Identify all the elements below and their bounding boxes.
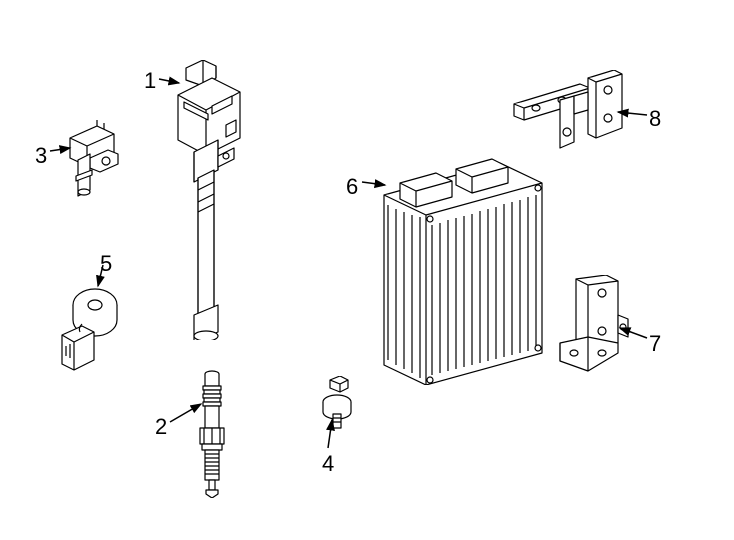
callout-1: 1 — [144, 68, 156, 94]
callout-4: 4 — [322, 451, 334, 477]
parts-diagram-stage: 1 2 3 4 5 6 7 8 — [0, 0, 734, 540]
knock-sensor-small — [318, 376, 356, 431]
ignition-coil — [168, 60, 248, 340]
callout-5: 5 — [100, 251, 112, 277]
callout-2: 2 — [155, 414, 167, 440]
callout-3: 3 — [35, 143, 47, 169]
callout-8: 8 — [649, 106, 661, 132]
engine-control-module — [370, 155, 550, 385]
ecm-bracket-upper — [510, 70, 625, 155]
callout-6: 6 — [346, 174, 358, 200]
callout-7: 7 — [649, 331, 661, 357]
camshaft-position-sensor — [62, 120, 122, 205]
knock-sensor — [60, 280, 125, 375]
spark-plug — [192, 368, 232, 498]
ecm-bracket-lower — [556, 275, 631, 375]
